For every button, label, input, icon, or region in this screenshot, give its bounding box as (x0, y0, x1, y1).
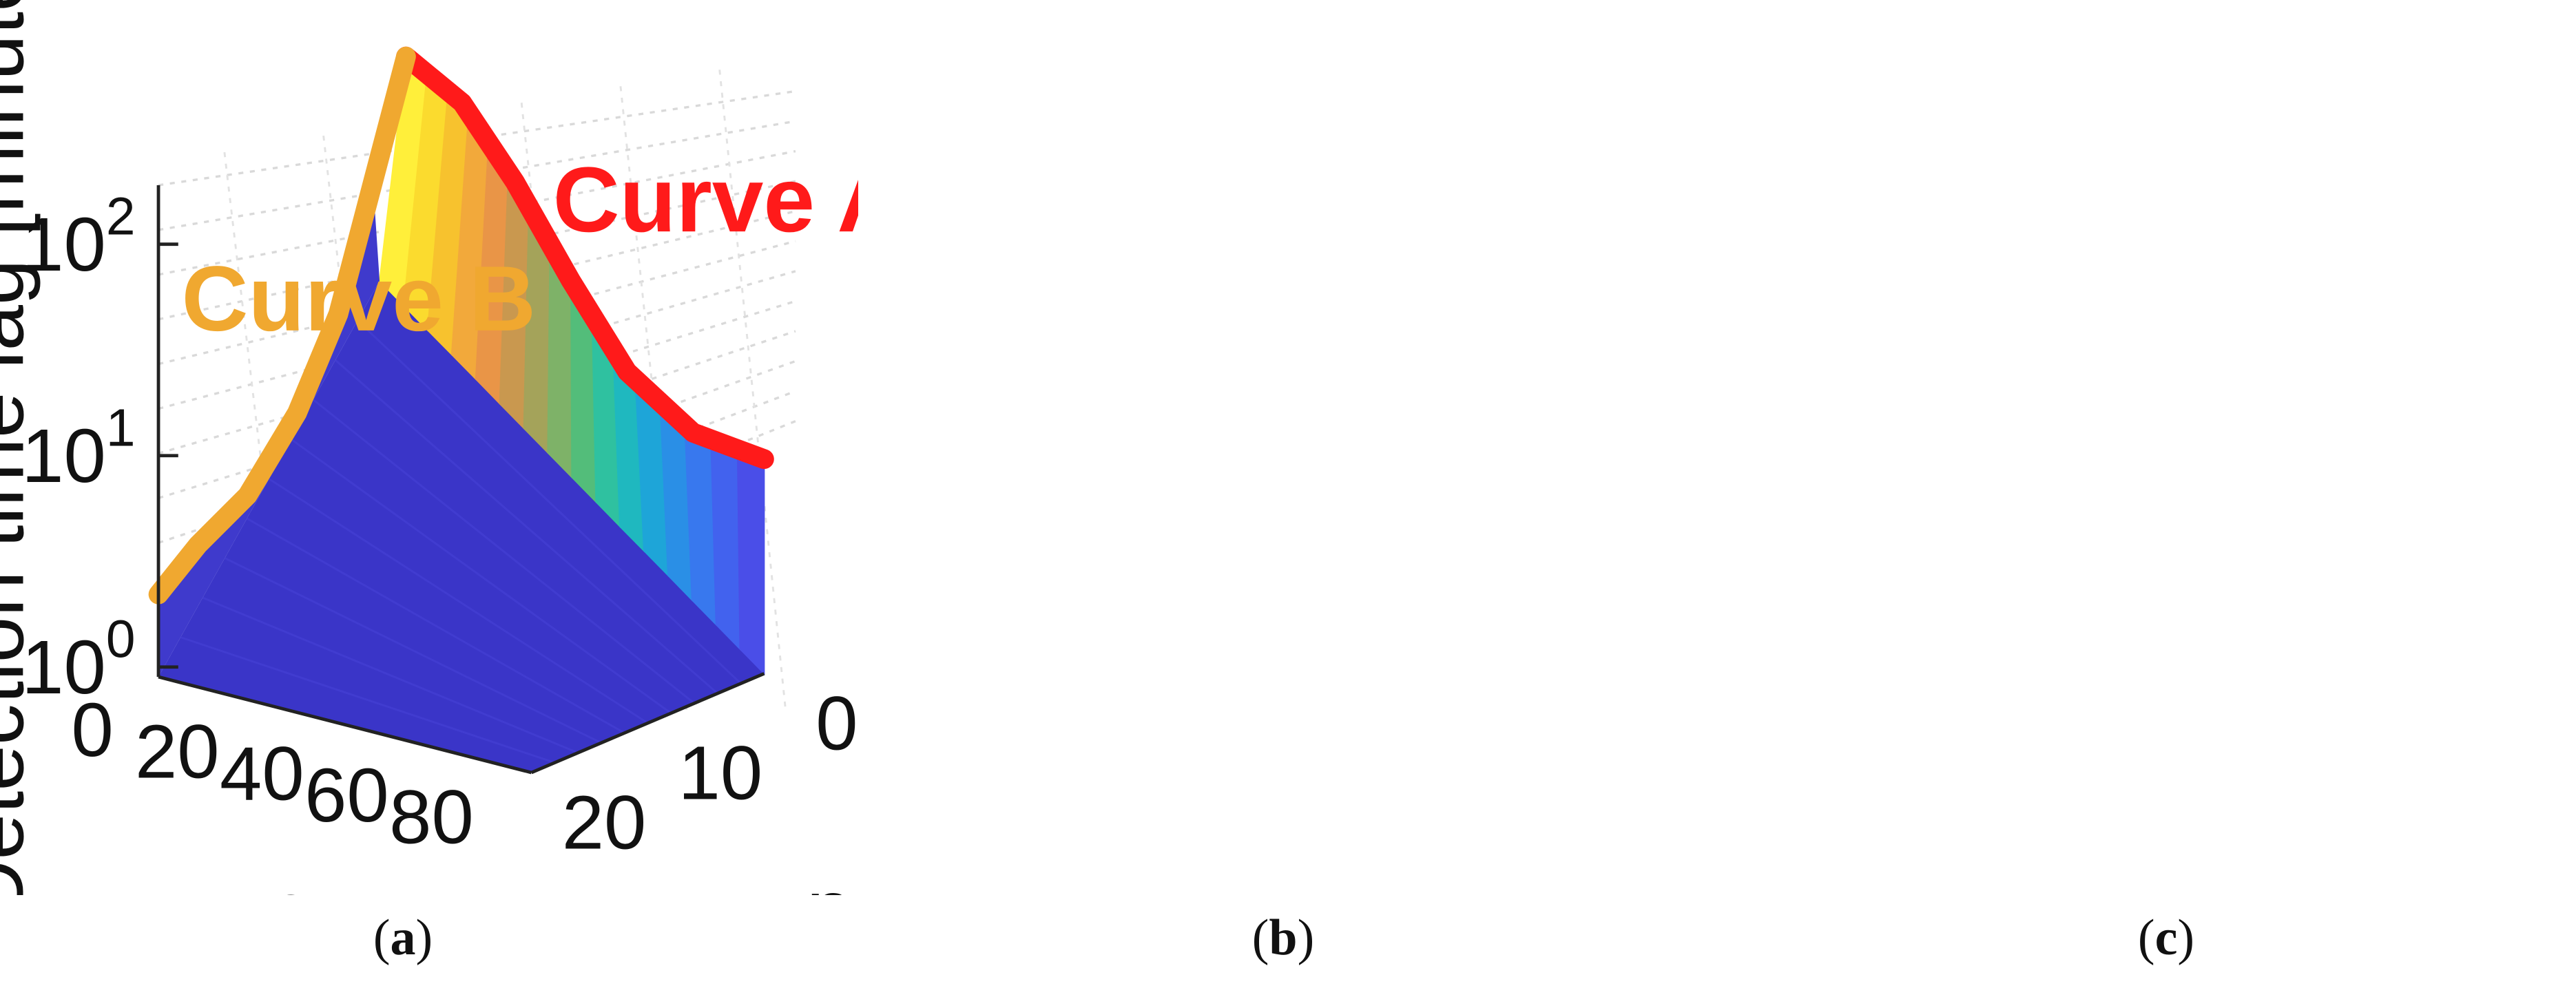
panel-a-x-tick-label: 20 (135, 710, 220, 795)
panel-a-z-tick-label: 101 (21, 399, 135, 498)
panel-a-x-label: nf (264, 865, 328, 895)
panel-a-side-wall (158, 182, 380, 678)
panel-a-x-tick-label: 0 (72, 688, 114, 773)
panel-a-y-axis (530, 672, 765, 775)
panel-a-chart: 10010110202040608001020nfnaDetection tim… (0, 0, 858, 895)
panel-a-x-axis (158, 675, 532, 775)
panel-a-z-tick: 101 (21, 399, 178, 498)
panel-c-label: (c) (2137, 910, 2195, 966)
panel-a-z-label: Detection time lag [minute] (0, 0, 41, 895)
panel-a-x-tick-label: 60 (304, 753, 389, 838)
panel-a-z-tick: 100 (21, 610, 178, 710)
panel-c-chart: 10-210010202040608001020nfnaEstimation e… (1716, 0, 2575, 895)
panel-a-z-tick-label: 100 (21, 610, 135, 710)
panel-a-y-tick-label: 0 (816, 681, 858, 766)
panel-a-x-tick-label: 80 (389, 775, 474, 859)
panel-a-curve-curve-a (396, 46, 774, 470)
panel-a-fan-strip (710, 438, 741, 651)
panel-a-curve-curve-b (148, 46, 416, 605)
panel-a-x-tick-label: 40 (220, 731, 304, 816)
panel-a-plot: 10010110202040608001020nfnaDetection tim… (0, 0, 858, 895)
panel-a-z-tick-label: 102 (21, 187, 135, 287)
panel-a-y-tick-label: 20 (562, 780, 647, 865)
panel-a-lower-sheet (158, 280, 765, 773)
panel-a-curve-label: Curve B (182, 248, 536, 350)
panel-a-z-tick: 102 (21, 187, 178, 287)
panel-b-chart: 10010102040608001020nfnaAlarm distance [… (858, 0, 1716, 895)
panel-a-y-tick-label: 10 (678, 731, 763, 815)
panel-a-axes: 10010110202040608001020nfnaDetection tim… (0, 0, 858, 895)
panel-b-label: (b) (1251, 910, 1315, 966)
panel-a-curve-label: Curve A (553, 149, 858, 251)
panel-a-fan-strip (736, 448, 765, 675)
panel-a-label: (a) (373, 910, 433, 966)
panel-a-y-label: na (807, 864, 858, 895)
